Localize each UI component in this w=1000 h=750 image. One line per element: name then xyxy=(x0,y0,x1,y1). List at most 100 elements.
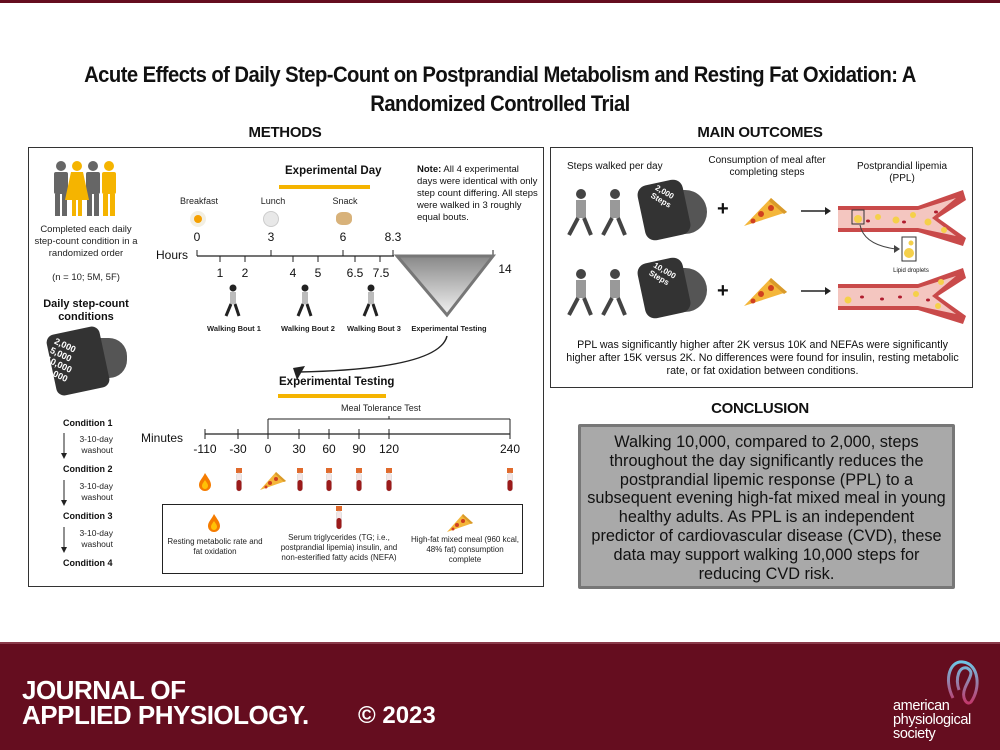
plate-icon xyxy=(263,211,279,227)
minute-120: 120 xyxy=(378,442,400,456)
methods-heading: METHODS xyxy=(248,124,322,141)
conclusion-heading: CONCLUSION xyxy=(711,400,809,417)
pizza-icon xyxy=(260,472,286,490)
minute-0: 0 xyxy=(264,442,272,456)
aps-line-2: physiological xyxy=(893,712,971,728)
minutes-timeline xyxy=(204,416,511,439)
hours-axis-label: Hours xyxy=(156,248,189,262)
minute-240: 240 xyxy=(499,442,521,456)
blood-tube-icon xyxy=(356,468,362,492)
legend-pizza-text: High-fat mixed meal (960 kcal, 48% fat) … xyxy=(410,535,520,564)
conclusion-box: Walking 10,000, compared to 2,000, steps… xyxy=(578,424,955,589)
zoom-callout-arrow xyxy=(859,224,917,262)
legend-pizza-icon xyxy=(447,514,473,532)
col-steps-label: Steps walked per day xyxy=(567,161,663,172)
walker-icon-2 xyxy=(296,284,313,317)
hour-8-3: 8.3 xyxy=(384,230,402,244)
blood-vessel-low-lipid xyxy=(838,268,966,324)
footer: JOURNAL OF APPLIED PHYSIOLOGY. © 2023 am… xyxy=(0,642,1000,750)
condition-1: Condition 1 xyxy=(63,418,113,428)
walking-bout-1: Walking Bout 1 xyxy=(207,324,261,333)
participants-text: Completed each daily step-count conditio… xyxy=(34,224,138,259)
lipid-droplets-label: Lipid droplets xyxy=(893,268,929,274)
watch-10000-icon: 10,000 Steps xyxy=(635,255,707,321)
hour-14: 14 xyxy=(498,262,512,276)
participants-icon xyxy=(54,161,116,216)
conditions-heading: Daily step-count conditions xyxy=(43,298,129,323)
note-label: Note: xyxy=(417,164,442,175)
outcomes-summary: PPL was significantly higher after 2K ve… xyxy=(566,339,959,377)
condition-4: Condition 4 xyxy=(63,558,113,568)
copyright: © 2023 xyxy=(358,702,436,729)
smartwatch-icon: 2,000 5,000 10,000 15,000 xyxy=(40,325,127,398)
condition-3: Condition 3 xyxy=(63,511,113,521)
legend-blood-tube-icon xyxy=(336,506,342,530)
blood-tube-icon xyxy=(326,468,332,492)
walking-bout-3: Walking Bout 3 xyxy=(347,324,401,333)
hour-4: 4 xyxy=(289,266,297,280)
hour-5: 5 xyxy=(314,266,322,280)
main-outcomes-heading: MAIN OUTCOMES xyxy=(697,124,823,141)
note-text: Note: All 4 experimental days were ident… xyxy=(417,164,541,224)
main-outcomes-panel: Steps walked per day Consumption of meal… xyxy=(550,147,973,388)
col-ppl-label: Postprandial lipemia (PPL) xyxy=(856,161,948,184)
condition-2: Condition 2 xyxy=(63,464,113,474)
journal-line-2: APPLIED PHYSIOLOGY. xyxy=(22,700,309,730)
participants-n: (n = 10; 5M, 5F) xyxy=(52,272,120,283)
walkers-icon-row2 xyxy=(567,269,627,316)
col-meal-label: Consumption of meal after completing ste… xyxy=(708,155,826,178)
blood-tube-icon xyxy=(507,468,513,492)
hour-3: 3 xyxy=(267,230,275,244)
minute-30: 30 xyxy=(292,442,306,456)
arrow-right-row2 xyxy=(801,287,831,295)
walker-icon-3 xyxy=(362,284,379,317)
legend-flame-text: Resting metabolic rate and fat oxidation xyxy=(167,537,263,556)
aps-line-3: society xyxy=(893,726,936,742)
watch-2000-icon: 2,000 Steps xyxy=(635,177,707,243)
meal-breakfast: Breakfast xyxy=(179,196,219,206)
meal-lunch: Lunch xyxy=(260,196,286,206)
blood-tube-icon xyxy=(386,468,392,492)
hour-2: 2 xyxy=(241,266,249,280)
minute-60: 60 xyxy=(322,442,336,456)
walking-bout-2: Walking Bout 2 xyxy=(281,324,335,333)
note-body: All 4 experimental days were identical w… xyxy=(417,164,538,223)
experimental-day-underline xyxy=(279,185,370,189)
top-brand-bar xyxy=(0,0,1000,3)
journal-line-1: JOURNAL OF xyxy=(22,675,186,705)
experimental-day-heading: Experimental Day xyxy=(285,165,382,177)
aps-logo-icon xyxy=(947,660,979,705)
minute-neg110: -110 xyxy=(193,442,217,456)
page-title: Acute Effects of Daily Step-Count on Pos… xyxy=(84,62,916,116)
walker-icon-1 xyxy=(224,284,241,317)
pizza-icon-row1 xyxy=(744,198,787,226)
legend-tube-text: Serum triglycerides (TG; i.e., postprand… xyxy=(280,533,398,562)
experimental-testing-underline xyxy=(278,394,386,398)
plus-sign-row2: + xyxy=(717,280,729,302)
washout-1: 3-10-day washout xyxy=(79,434,113,455)
hours-timeline xyxy=(196,250,497,318)
legend-box: Resting metabolic rate and fat oxidation… xyxy=(162,504,523,574)
egg-icon xyxy=(190,211,206,227)
washout-2: 3-10-day washout xyxy=(79,481,113,502)
washout-arrows xyxy=(61,433,67,553)
minute-90: 90 xyxy=(352,442,366,456)
washout-3: 3-10-day washout xyxy=(79,528,113,549)
mtt-label: Meal Tolerance Test xyxy=(341,403,421,413)
flame-icon xyxy=(199,473,211,491)
walkers-icon-row1 xyxy=(567,189,627,236)
blood-tube-icon xyxy=(236,468,242,492)
minute-neg30: -30 xyxy=(229,442,247,456)
snack-icon xyxy=(336,212,352,225)
plus-sign-row1: + xyxy=(717,198,729,220)
hour-0: 0 xyxy=(193,230,201,244)
blood-vessel-high-lipid xyxy=(838,190,966,246)
hour-6: 6 xyxy=(339,230,347,244)
aps-line-1: american xyxy=(893,698,950,714)
experimental-testing-label: Experimental Testing xyxy=(411,324,487,333)
minutes-axis-label: Minutes xyxy=(141,431,184,445)
curved-arrow-icon xyxy=(293,335,448,380)
hour-1: 1 xyxy=(216,266,224,280)
experimental-testing-heading: Experimental Testing xyxy=(279,376,395,388)
legend-flame-icon xyxy=(208,514,220,532)
